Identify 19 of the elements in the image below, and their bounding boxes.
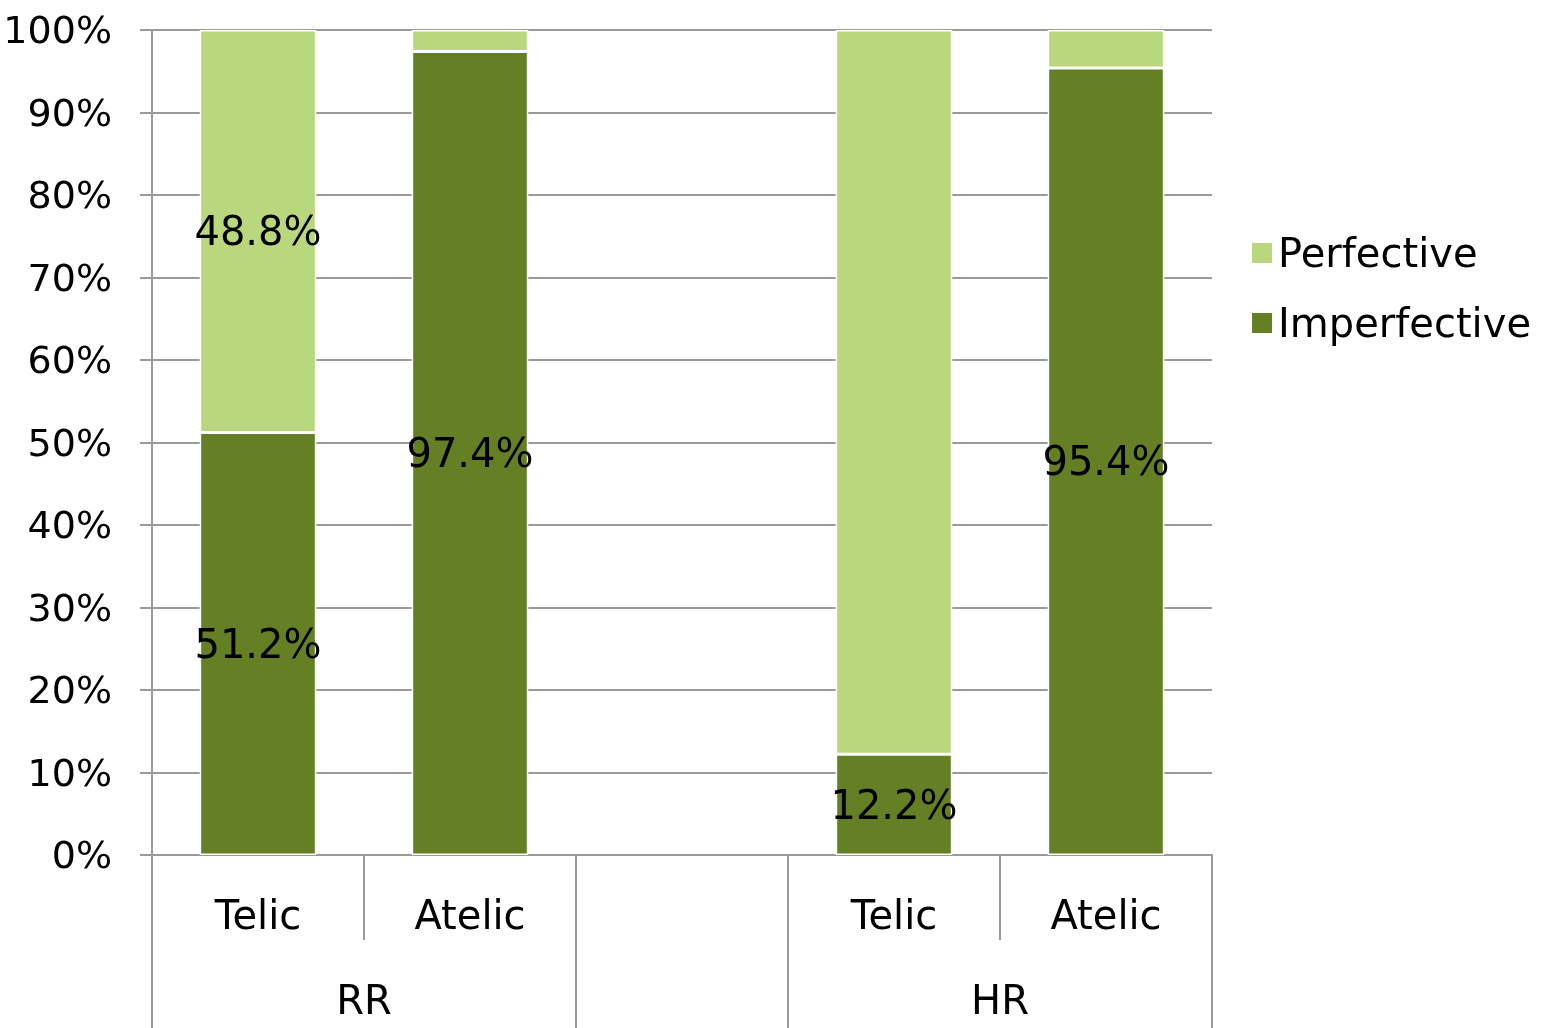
y-tick-label: 100% bbox=[3, 8, 112, 52]
legend-label: Imperfective bbox=[1278, 300, 1531, 346]
text: RR bbox=[336, 977, 392, 1023]
y-tick-label: 70% bbox=[27, 255, 112, 300]
text: HR bbox=[971, 977, 1029, 1023]
y-tick-label: 90% bbox=[27, 90, 112, 135]
y-tick-label: 40% bbox=[27, 503, 112, 547]
x-tick-label: Atelic bbox=[1050, 892, 1162, 938]
x-tick-label: Telic bbox=[213, 892, 302, 938]
y-tick-label: 20% bbox=[27, 668, 112, 712]
y-tick-label: 10% bbox=[27, 750, 112, 795]
x-tick-label: Atelic bbox=[414, 892, 526, 938]
y-tick-label: 0% bbox=[51, 833, 112, 877]
y-tick-label: 50% bbox=[27, 420, 112, 465]
y-tick-label: 30% bbox=[27, 585, 112, 630]
x-tick-label: Telic bbox=[849, 892, 938, 938]
y-tick-label: 80% bbox=[27, 173, 112, 217]
legend-label: Perfective bbox=[1278, 230, 1478, 276]
y-tick-label: 60% bbox=[27, 338, 112, 382]
